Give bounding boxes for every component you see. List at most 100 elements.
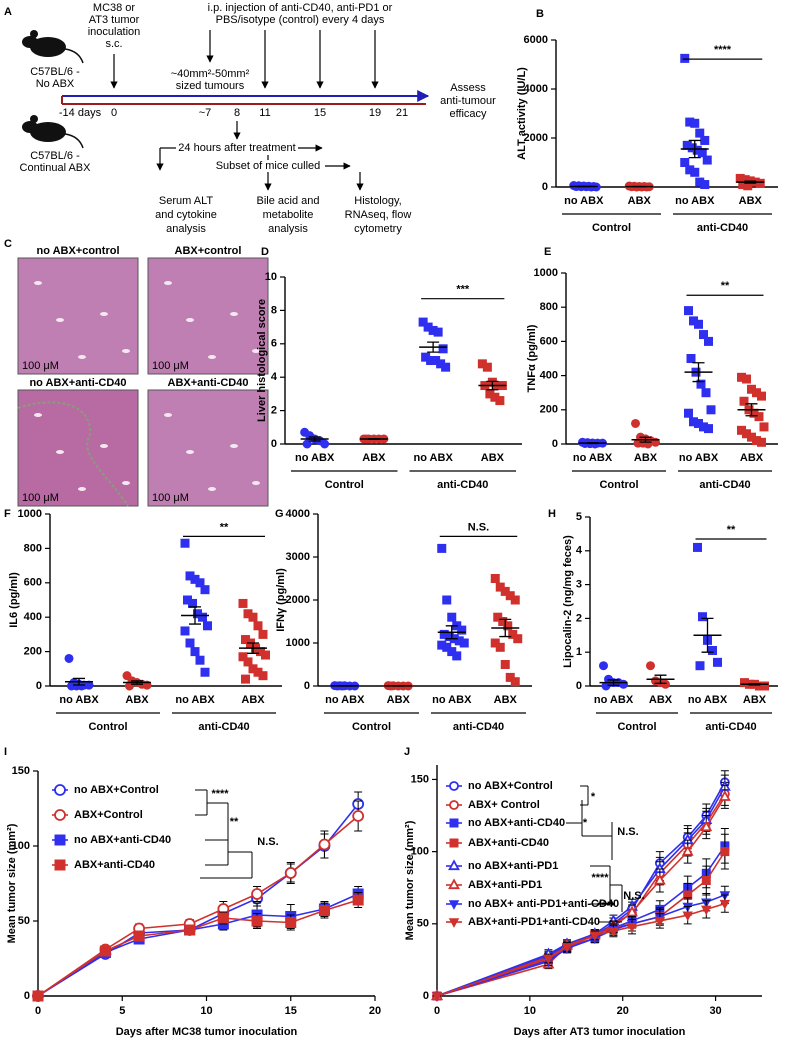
timeline-label: 11 (259, 107, 270, 119)
data-point (495, 396, 505, 406)
x-tick-label: no ABX (573, 452, 613, 464)
data-point (203, 621, 212, 631)
data-point (599, 661, 608, 671)
outcome-text: Serum ALT (159, 195, 213, 207)
data-point (701, 388, 711, 398)
diagram-text: ~40mm²-50mm² (171, 68, 250, 80)
diagram-text: inoculation (88, 26, 141, 38)
diagram-text: s.c. (105, 38, 122, 50)
group-label: anti-CD40 (699, 479, 750, 491)
significance-label: N.S. (257, 836, 278, 848)
panel-letter: C (4, 238, 12, 250)
histology-vessel (208, 355, 216, 359)
data-point (200, 585, 210, 595)
outcome-text: metabolite (263, 209, 314, 221)
panel-letter: F (4, 508, 11, 520)
data-point (251, 888, 263, 900)
diagram-text: sized tumours (176, 80, 245, 92)
series-line (436, 902, 726, 997)
data-point (680, 53, 690, 63)
x-tick-label: no ABX (413, 452, 453, 464)
data-point (195, 578, 205, 588)
legend-marker (449, 800, 459, 810)
data-point (198, 612, 207, 622)
image-label: no ABX+control (36, 245, 119, 257)
data-point (195, 655, 205, 665)
data-point (442, 595, 452, 605)
legend-label: ABX+anti-CD40 (74, 859, 155, 871)
significance-label: **** (714, 44, 732, 56)
x-tick-label: ABX (634, 452, 658, 464)
x-axis-title: Days after MC38 tumor inoculation (116, 1026, 298, 1038)
histology-vessel (164, 413, 172, 417)
diagram-text: anti-tumour (440, 95, 496, 107)
data-point (510, 677, 520, 687)
data-point (759, 422, 769, 432)
mouse-label: C57BL/6 - (30, 66, 80, 78)
data-point (180, 626, 190, 636)
group-label: anti-CD40 (437, 479, 488, 491)
x-tick-label: no ABX (564, 195, 604, 207)
y-tick-label: 0 (423, 990, 429, 1002)
y-axis-title: IFNγ (pg/ml) (275, 568, 287, 632)
data-point (739, 396, 749, 406)
significance-label: N.S. (468, 521, 489, 533)
x-tick-label: ABX (649, 694, 673, 706)
x-tick-label: ABX (740, 452, 764, 464)
legend-label: no ABX+anti-CD40 (74, 834, 171, 846)
panel-letter: G (275, 508, 284, 520)
legend-label: no ABX+anti-PD1 (468, 860, 558, 872)
data-point (418, 317, 428, 327)
timeline-label: 19 (369, 107, 381, 119)
y-tick-label: 800 (540, 301, 558, 313)
x-tick-label: no ABX (432, 694, 472, 706)
sem-bar (131, 680, 143, 685)
histology-vessel (252, 349, 260, 353)
data-point (698, 612, 707, 622)
significance-label: N.S. (623, 890, 644, 902)
legend-label: ABX+anti-PD1+anti-CD40 (468, 916, 600, 928)
sem-bar (486, 380, 499, 391)
data-point (510, 595, 520, 605)
y-tick-label: 0 (36, 680, 42, 692)
y-tick-label: 150 (411, 773, 429, 785)
outcome-text: cytometry (354, 223, 402, 235)
image-label: ABX+anti-CD40 (168, 377, 249, 389)
data-point (681, 844, 694, 856)
data-point (200, 667, 210, 677)
data-point (64, 653, 74, 663)
data-point (447, 612, 457, 622)
y-tick-label: 100 (411, 846, 429, 858)
data-point (700, 820, 713, 832)
y-axis-title: TNFα (pg/ml) (526, 324, 538, 392)
panel-letter: E (544, 246, 551, 258)
x-tick-label: 15 (285, 1005, 297, 1017)
y-tick-label: 400 (24, 611, 42, 623)
legend-label: no ABX+Control (74, 784, 159, 796)
series-line (436, 786, 726, 997)
x-tick-label: 0 (434, 1005, 440, 1017)
data-point (619, 679, 628, 689)
data-point (704, 424, 713, 434)
y-tick-label: 0 (576, 680, 582, 692)
legend-label: no ABX+ anti-PD1+anti-CD40 (468, 898, 619, 910)
significance-label: **** (597, 900, 615, 912)
data-point (180, 538, 190, 548)
data-point (720, 847, 730, 857)
data-point (690, 118, 700, 128)
x-tick-label: ABX (241, 694, 265, 706)
data-point (503, 621, 513, 631)
data-point (261, 650, 270, 660)
data-point (495, 642, 505, 652)
data-point (693, 542, 702, 552)
histology-image (147, 257, 269, 375)
significance-label: ** (230, 816, 239, 828)
data-point (589, 931, 601, 942)
data-point (690, 167, 700, 177)
data-point (217, 912, 229, 924)
data-point (713, 657, 722, 667)
timeline-label: 15 (314, 107, 326, 119)
mouse-icon (64, 133, 84, 149)
group-label: anti-CD40 (697, 222, 748, 234)
data-point (708, 646, 717, 656)
